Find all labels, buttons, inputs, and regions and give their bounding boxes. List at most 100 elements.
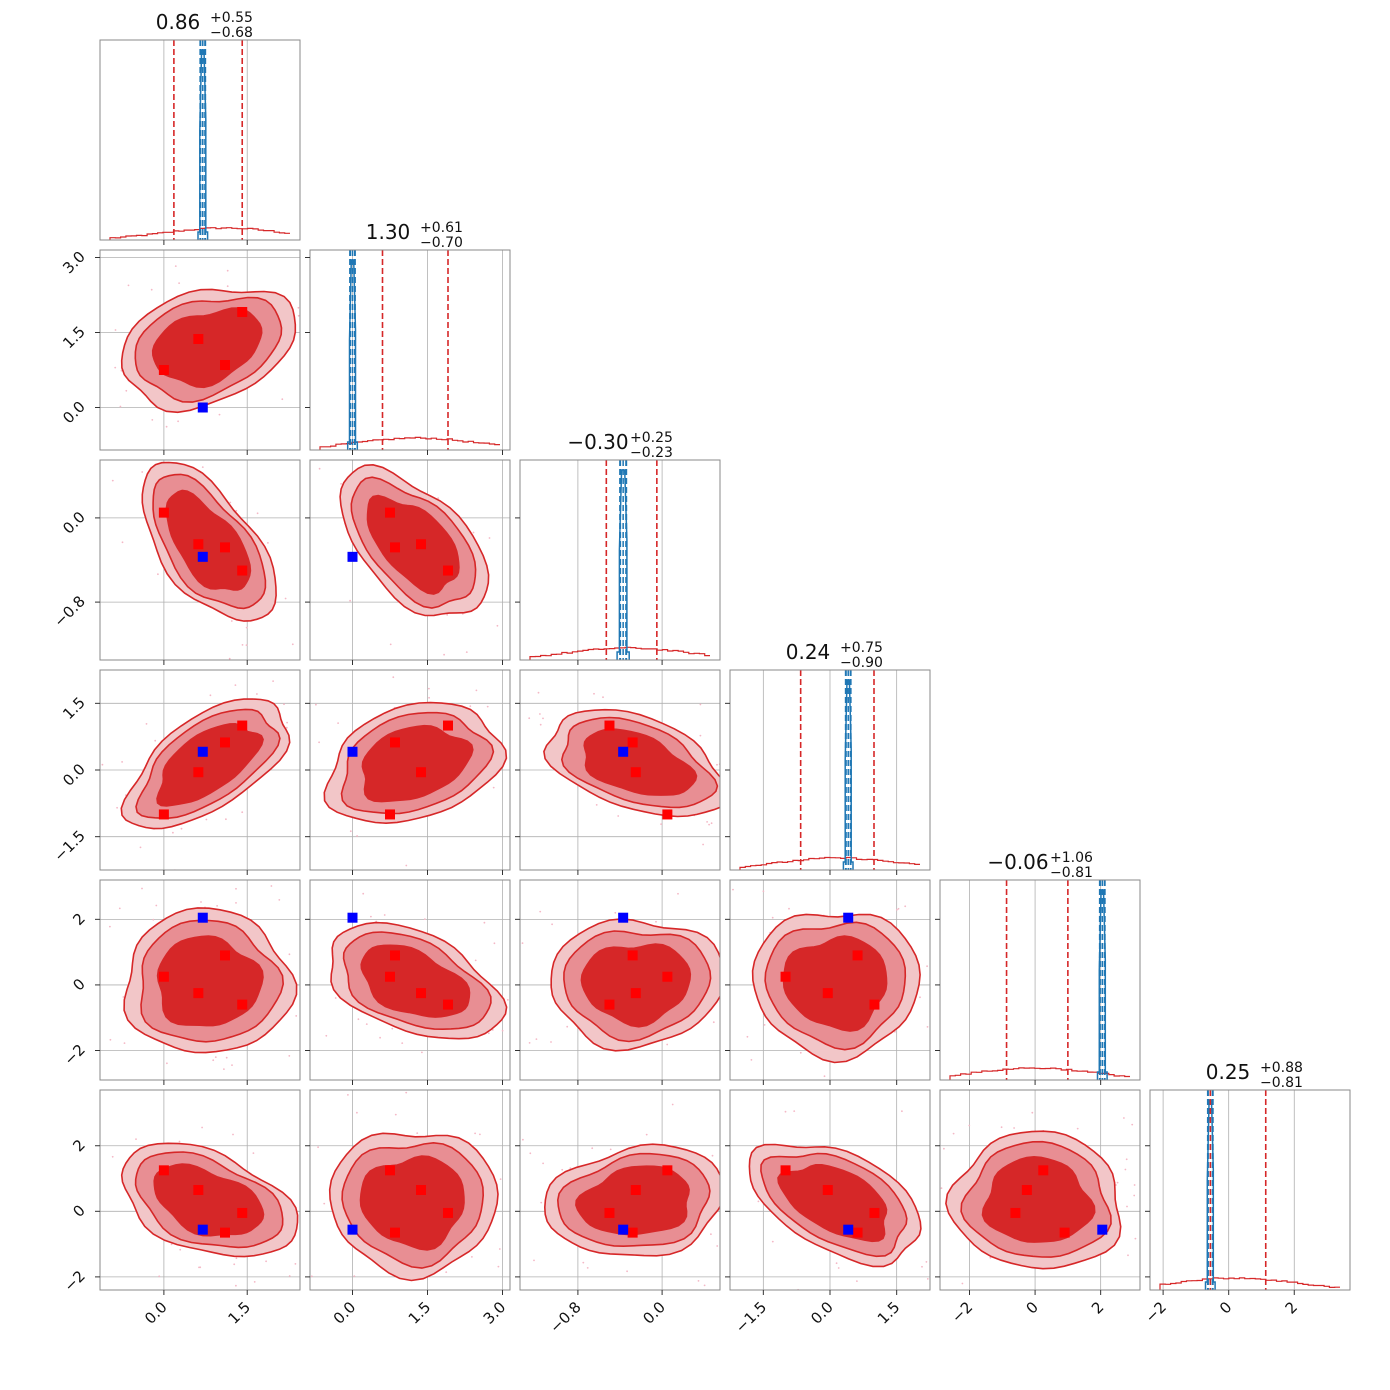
sample-marker-red: [416, 539, 426, 550]
scatter-point: [555, 1060, 557, 1062]
scatter-point: [308, 376, 310, 378]
sample-marker-red: [630, 988, 641, 999]
scatter-point: [749, 1197, 751, 1199]
scatter-point: [712, 1021, 715, 1024]
scatter-point: [304, 942, 306, 944]
scatter-point: [480, 653, 482, 655]
truth-marker-blue: [347, 912, 358, 923]
scatter-point: [743, 1016, 745, 1018]
x-tick-label: 1.5: [874, 1298, 904, 1328]
sample-marker-red: [604, 999, 615, 1010]
scatter-point: [127, 284, 130, 287]
scatter-point: [94, 1138, 96, 1140]
scatter-point: [856, 1280, 858, 1282]
scatter-point: [860, 877, 862, 879]
scatter-point: [424, 431, 426, 433]
panel-title-minus-4: −0.81: [1050, 865, 1093, 881]
panel-2-0: −0.8 0.0: [50, 459, 301, 665]
scatter-point: [166, 1062, 168, 1065]
panel-2-2: [515, 459, 721, 665]
scatter-point: [349, 599, 351, 602]
scatter-point: [492, 786, 495, 789]
scatter-point: [984, 990, 986, 992]
scatter-point: [989, 1256, 992, 1259]
panel-frame: [309, 249, 511, 451]
scatter-point: [118, 907, 121, 910]
scatter-point: [256, 693, 258, 695]
scatter-point: [1126, 1205, 1128, 1208]
scatter-point: [950, 960, 952, 962]
scatter-point: [722, 1162, 724, 1164]
sample-marker-red: [237, 307, 248, 317]
panel-frame: [519, 879, 721, 1081]
truth-marker-blue: [618, 746, 629, 757]
scatter-point: [614, 911, 617, 914]
scatter-point: [368, 450, 370, 452]
scatter-point: [141, 471, 144, 473]
scatter-point: [353, 1275, 356, 1277]
scatter-point: [391, 1027, 394, 1030]
scatter-point: [178, 1140, 181, 1143]
panel-frame: [99, 249, 301, 451]
scatter-point: [469, 705, 472, 708]
scatter-point: [323, 1202, 326, 1205]
panel-frame: [99, 1089, 301, 1291]
sample-marker-red: [416, 1185, 426, 1195]
contour-level-3: [360, 944, 471, 1018]
scatter-point: [903, 1321, 905, 1323]
scatter-point: [241, 644, 244, 646]
scatter-point: [28, 768, 30, 770]
scatter-point: [932, 932, 934, 934]
panel-5-5: −2 0 2: [1142, 1089, 1351, 1326]
scatter-point: [783, 717, 785, 719]
scatter-point: [551, 923, 553, 926]
x-tick-label: 0.0: [639, 1298, 669, 1328]
scatter-point: [671, 1103, 674, 1106]
panel-4-4: [935, 879, 1141, 1085]
scatter-point: [528, 717, 531, 720]
scatter-point: [582, 1261, 585, 1264]
sample-marker-red: [158, 1165, 169, 1176]
scatter-point: [835, 1262, 838, 1265]
sample-marker-red: [237, 999, 248, 1010]
scatter-point: [97, 522, 99, 524]
panel-frame: [99, 39, 301, 241]
panel-title-1: 1.30: [366, 220, 411, 244]
panel-3-1: [302, 653, 511, 875]
y-tick-label: 0.0: [59, 508, 89, 538]
scatter-point: [383, 914, 386, 916]
scatter-point: [365, 1023, 368, 1025]
contour-level-3: [366, 494, 460, 595]
scatter-point: [943, 1262, 945, 1264]
scatter-point: [278, 899, 281, 901]
sample-marker-red: [662, 809, 673, 820]
scatter-point: [225, 1056, 228, 1059]
panel-frame: [309, 459, 511, 661]
contour-level-3: [981, 1155, 1096, 1243]
scatter-point: [474, 1132, 476, 1135]
panel-4-1: [280, 879, 557, 1085]
sample-marker-red: [193, 1185, 204, 1195]
scatter-point: [799, 1051, 802, 1054]
scatter-point: [496, 624, 499, 627]
scatter-point: [200, 901, 202, 903]
scatter-point: [483, 921, 486, 924]
sample-marker-red: [193, 767, 204, 778]
scatter-point: [405, 1091, 408, 1094]
sample-marker-red: [1038, 1165, 1049, 1176]
scatter-point: [294, 1263, 297, 1265]
scatter-point: [540, 1201, 543, 1204]
scatter-point: [943, 1147, 945, 1150]
scatter-point: [234, 684, 237, 686]
scatter-point: [280, 927, 282, 929]
scatter-point: [302, 801, 304, 803]
sample-marker-red: [852, 1227, 863, 1238]
sample-marker-red: [193, 334, 204, 344]
scatter-point: [472, 531, 475, 534]
scatter-point: [528, 1042, 531, 1044]
scatter-point: [437, 497, 440, 499]
scatter-point: [708, 823, 710, 826]
posterior-histogram: [739, 856, 920, 870]
truth-marker-blue: [347, 746, 358, 757]
